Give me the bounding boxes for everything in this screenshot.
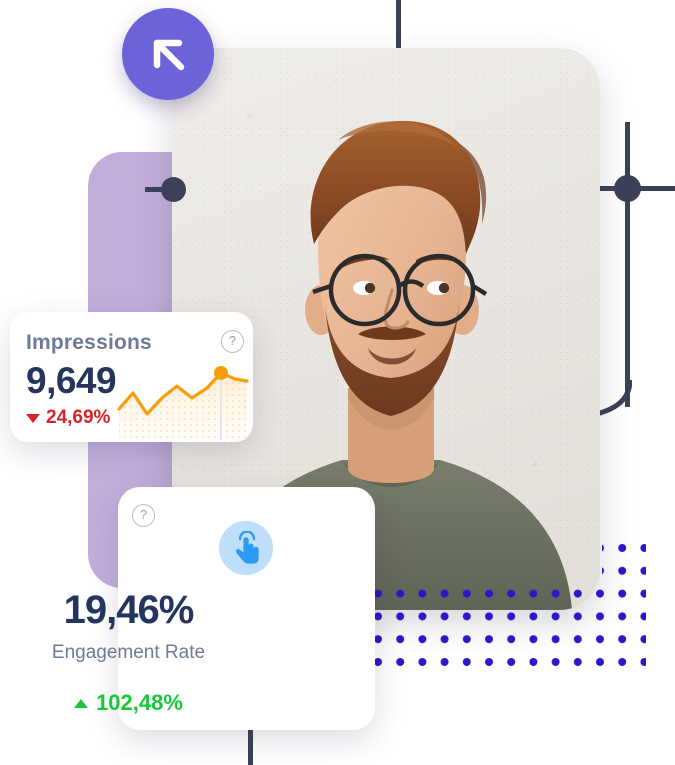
arrow-badge[interactable] (122, 8, 214, 100)
engagement-help-icon[interactable]: ? (132, 504, 155, 527)
impressions-value: 9,649 (26, 360, 117, 401)
impressions-help-icon[interactable]: ? (221, 330, 244, 353)
engagement-delta: 102,48% (0, 690, 257, 716)
impressions-delta-value: 24,69% (46, 407, 111, 428)
triangle-down-icon (26, 413, 40, 423)
engagement-metric-icon-wrap (219, 521, 273, 575)
triangle-up-icon (74, 698, 89, 708)
impressions-title: Impressions (26, 331, 152, 354)
decoration-line-bottom (248, 716, 253, 765)
sparkline-marker (214, 366, 228, 380)
dot-grid-decoration (374, 544, 646, 670)
decoration-line-top (396, 0, 401, 52)
impressions-sparkline-chart (117, 366, 249, 440)
engagement-label: Engagement Rate (51, 642, 206, 663)
decoration-line-right-vertical (625, 122, 630, 407)
decoration-dot-left (161, 177, 186, 202)
engagement-value: 19,46% (63, 588, 195, 632)
tap-gesture-icon (236, 531, 259, 564)
engagement-delta-value: 102,48% (96, 690, 183, 715)
impressions-delta: 24,69% (26, 407, 110, 429)
arrow-up-left-icon (153, 39, 185, 71)
decoration-dot-right (614, 175, 641, 202)
